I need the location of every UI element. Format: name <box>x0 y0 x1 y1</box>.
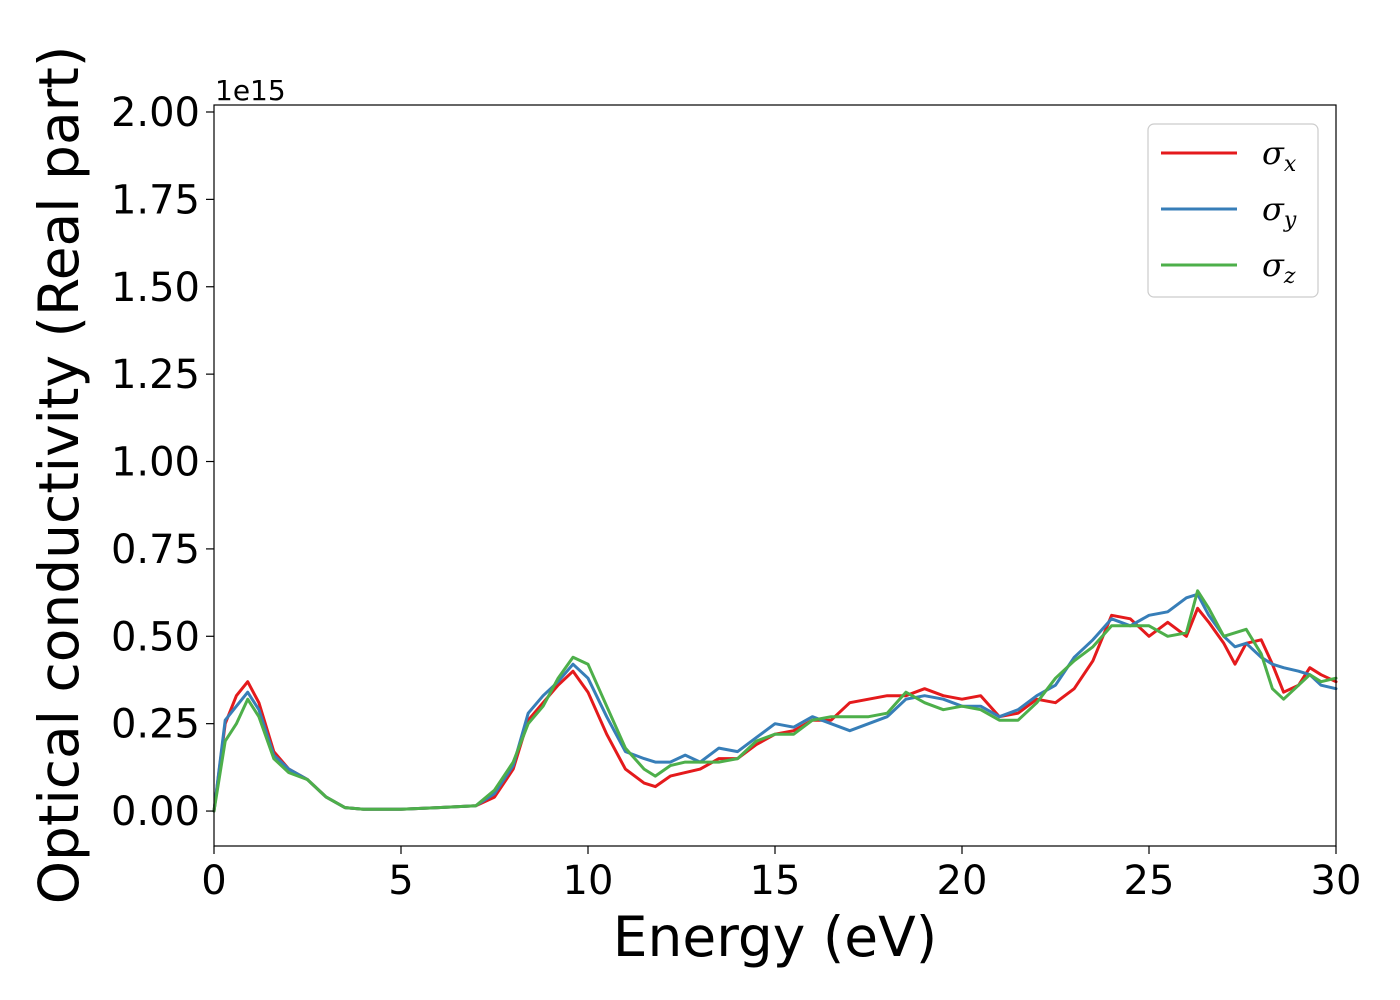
y-tick-label: 1.75 <box>111 177 200 223</box>
y-tick-label: 1.25 <box>111 352 200 398</box>
y-tick-label: 2.00 <box>111 90 200 136</box>
x-tick-label: 0 <box>201 858 226 904</box>
x-tick-label: 30 <box>1311 858 1362 904</box>
x-axis: 0 5 10 15 20 25 30 <box>201 846 1361 904</box>
y-axis-title: Optical conductivity (Real part) <box>27 46 91 905</box>
y-axis: 0.00 0.25 0.50 0.75 1.00 1.25 1.50 1.75 2.00 <box>111 90 214 835</box>
y-tick-label: 0.50 <box>111 614 200 660</box>
x-tick-label: 5 <box>388 858 413 904</box>
y-tick-label: 0.25 <box>111 702 200 748</box>
legend-label-z: σz <box>1262 246 1296 289</box>
y-tick-label: 1.00 <box>111 440 200 486</box>
x-tick-label: 10 <box>563 858 614 904</box>
series-line-z <box>212 589 1338 813</box>
series-line-y <box>212 592 1338 813</box>
x-tick-label: 25 <box>1124 858 1175 904</box>
y-tick-label: 0.75 <box>111 527 200 573</box>
y-tick-label: 0.00 <box>111 789 200 835</box>
x-tick-label: 15 <box>750 858 801 904</box>
series-layer <box>212 589 1338 813</box>
x-tick-label: 20 <box>937 858 988 904</box>
y-tick-label: 1.50 <box>111 265 200 311</box>
x-axis-title: Energy (eV) <box>613 905 937 969</box>
y-offset-label: 1e15 <box>215 74 286 107</box>
series-line-x <box>212 606 1338 813</box>
